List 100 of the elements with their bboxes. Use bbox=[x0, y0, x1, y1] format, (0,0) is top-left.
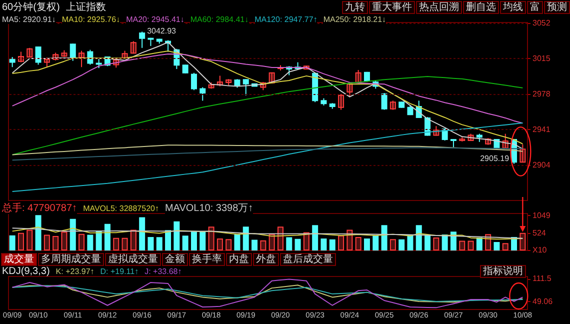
y-tick-label: X10 bbox=[532, 246, 548, 254]
bar bbox=[18, 232, 24, 250]
candlestick bbox=[61, 50, 68, 58]
chart-title: 60分钟(复权) bbox=[2, 2, 60, 13]
candlestick bbox=[70, 43, 76, 62]
y-tick-label: 49.06 bbox=[532, 296, 554, 306]
bar bbox=[502, 243, 508, 250]
candlestick bbox=[26, 47, 33, 58]
bar bbox=[476, 238, 482, 250]
text: MA250: 2918.21↓ bbox=[323, 15, 386, 24]
text: 多周期成交量 bbox=[38, 253, 104, 266]
candlestick bbox=[520, 144, 526, 164]
candlestick bbox=[44, 57, 50, 68]
bar bbox=[312, 225, 318, 250]
candlestick bbox=[459, 136, 466, 142]
bar bbox=[226, 239, 232, 250]
bar bbox=[87, 234, 94, 250]
bar bbox=[200, 232, 206, 250]
bar bbox=[9, 235, 16, 250]
text: MA60: 2984.41↓ bbox=[190, 15, 249, 24]
bar bbox=[216, 238, 223, 250]
text: 外盘 bbox=[253, 253, 279, 266]
series-label: D: +19.11↑ bbox=[100, 267, 139, 276]
candlestick bbox=[226, 78, 232, 86]
series-label: 总手: 47790787↑ bbox=[2, 203, 78, 214]
y-tick-label: 1049 bbox=[532, 211, 551, 220]
bar bbox=[424, 234, 431, 250]
bar bbox=[156, 237, 162, 250]
bar bbox=[381, 225, 388, 250]
bar bbox=[139, 217, 146, 250]
bar bbox=[104, 224, 110, 250]
bar bbox=[346, 230, 353, 250]
text: 换手率 bbox=[189, 253, 225, 266]
chart-subtitle: 上证指数 bbox=[66, 2, 106, 13]
bar bbox=[165, 230, 172, 250]
bar bbox=[364, 238, 370, 250]
bar bbox=[459, 240, 466, 250]
candlestick bbox=[35, 46, 42, 66]
series-label: K: +23.97↑ bbox=[56, 267, 94, 276]
text: MA10: 2925.76↓ bbox=[62, 15, 120, 24]
y-tick-label: 524 bbox=[532, 228, 546, 238]
candlestick bbox=[346, 82, 353, 98]
bar bbox=[234, 234, 240, 250]
line-series bbox=[12, 122, 524, 192]
text: 虚拟成交量 bbox=[105, 253, 161, 266]
bar bbox=[320, 238, 327, 250]
bar bbox=[442, 234, 448, 250]
candlestick bbox=[200, 86, 206, 102]
series-label: MAVOL10: 3398万↑ bbox=[164, 203, 254, 214]
y-tick-label: 2904 bbox=[532, 160, 551, 170]
text: 指标说明 bbox=[480, 265, 526, 278]
bar bbox=[390, 239, 396, 250]
bar bbox=[260, 240, 266, 250]
annotation: 3042.93 bbox=[147, 26, 177, 36]
text: MA5: 2920.91↓ bbox=[2, 15, 56, 24]
bar bbox=[372, 235, 379, 250]
bar bbox=[268, 234, 275, 250]
chart-title: KDJ(9,3,3) bbox=[2, 266, 50, 277]
text: 均线 bbox=[500, 1, 526, 14]
y-tick-label: 2941 bbox=[532, 124, 551, 134]
annotation: 2905.19 bbox=[480, 154, 510, 163]
bar bbox=[338, 235, 344, 250]
bar bbox=[494, 242, 500, 250]
bar bbox=[122, 238, 128, 250]
bar bbox=[174, 221, 180, 250]
bar bbox=[416, 225, 422, 250]
bar bbox=[450, 232, 456, 250]
bar bbox=[26, 230, 33, 250]
bar bbox=[44, 234, 50, 250]
bar bbox=[468, 240, 474, 250]
bar bbox=[78, 234, 85, 250]
y-tick-label: 3052 bbox=[532, 18, 551, 28]
bar bbox=[113, 238, 120, 250]
bar bbox=[70, 218, 76, 250]
bar bbox=[61, 232, 68, 250]
text: MAVOL5: 32887520↑ bbox=[83, 204, 159, 213]
bar bbox=[398, 239, 405, 250]
bar bbox=[252, 240, 258, 250]
bar bbox=[355, 237, 362, 250]
series-label: J: +33.68↑ bbox=[144, 267, 182, 276]
text: 金额 bbox=[162, 253, 188, 266]
y-tick-label: 2978 bbox=[532, 89, 551, 98]
text: 重大事件 bbox=[369, 1, 415, 14]
bar bbox=[130, 230, 136, 250]
bar bbox=[407, 234, 414, 250]
candlestick bbox=[87, 49, 94, 66]
bar bbox=[294, 238, 301, 250]
bar bbox=[277, 226, 284, 250]
candlestick bbox=[78, 50, 85, 68]
bar bbox=[242, 226, 249, 250]
bar bbox=[182, 236, 188, 250]
bar bbox=[190, 232, 197, 250]
bar bbox=[329, 239, 336, 250]
bar bbox=[52, 236, 59, 250]
bar bbox=[208, 226, 214, 250]
text: MA120: 2947.77↑ bbox=[254, 15, 318, 24]
text: 热点回溯 bbox=[416, 1, 462, 14]
text: 盘后成交量 bbox=[280, 253, 336, 266]
text: 富 bbox=[527, 1, 543, 14]
y-tick-label: 3015 bbox=[532, 54, 551, 63]
